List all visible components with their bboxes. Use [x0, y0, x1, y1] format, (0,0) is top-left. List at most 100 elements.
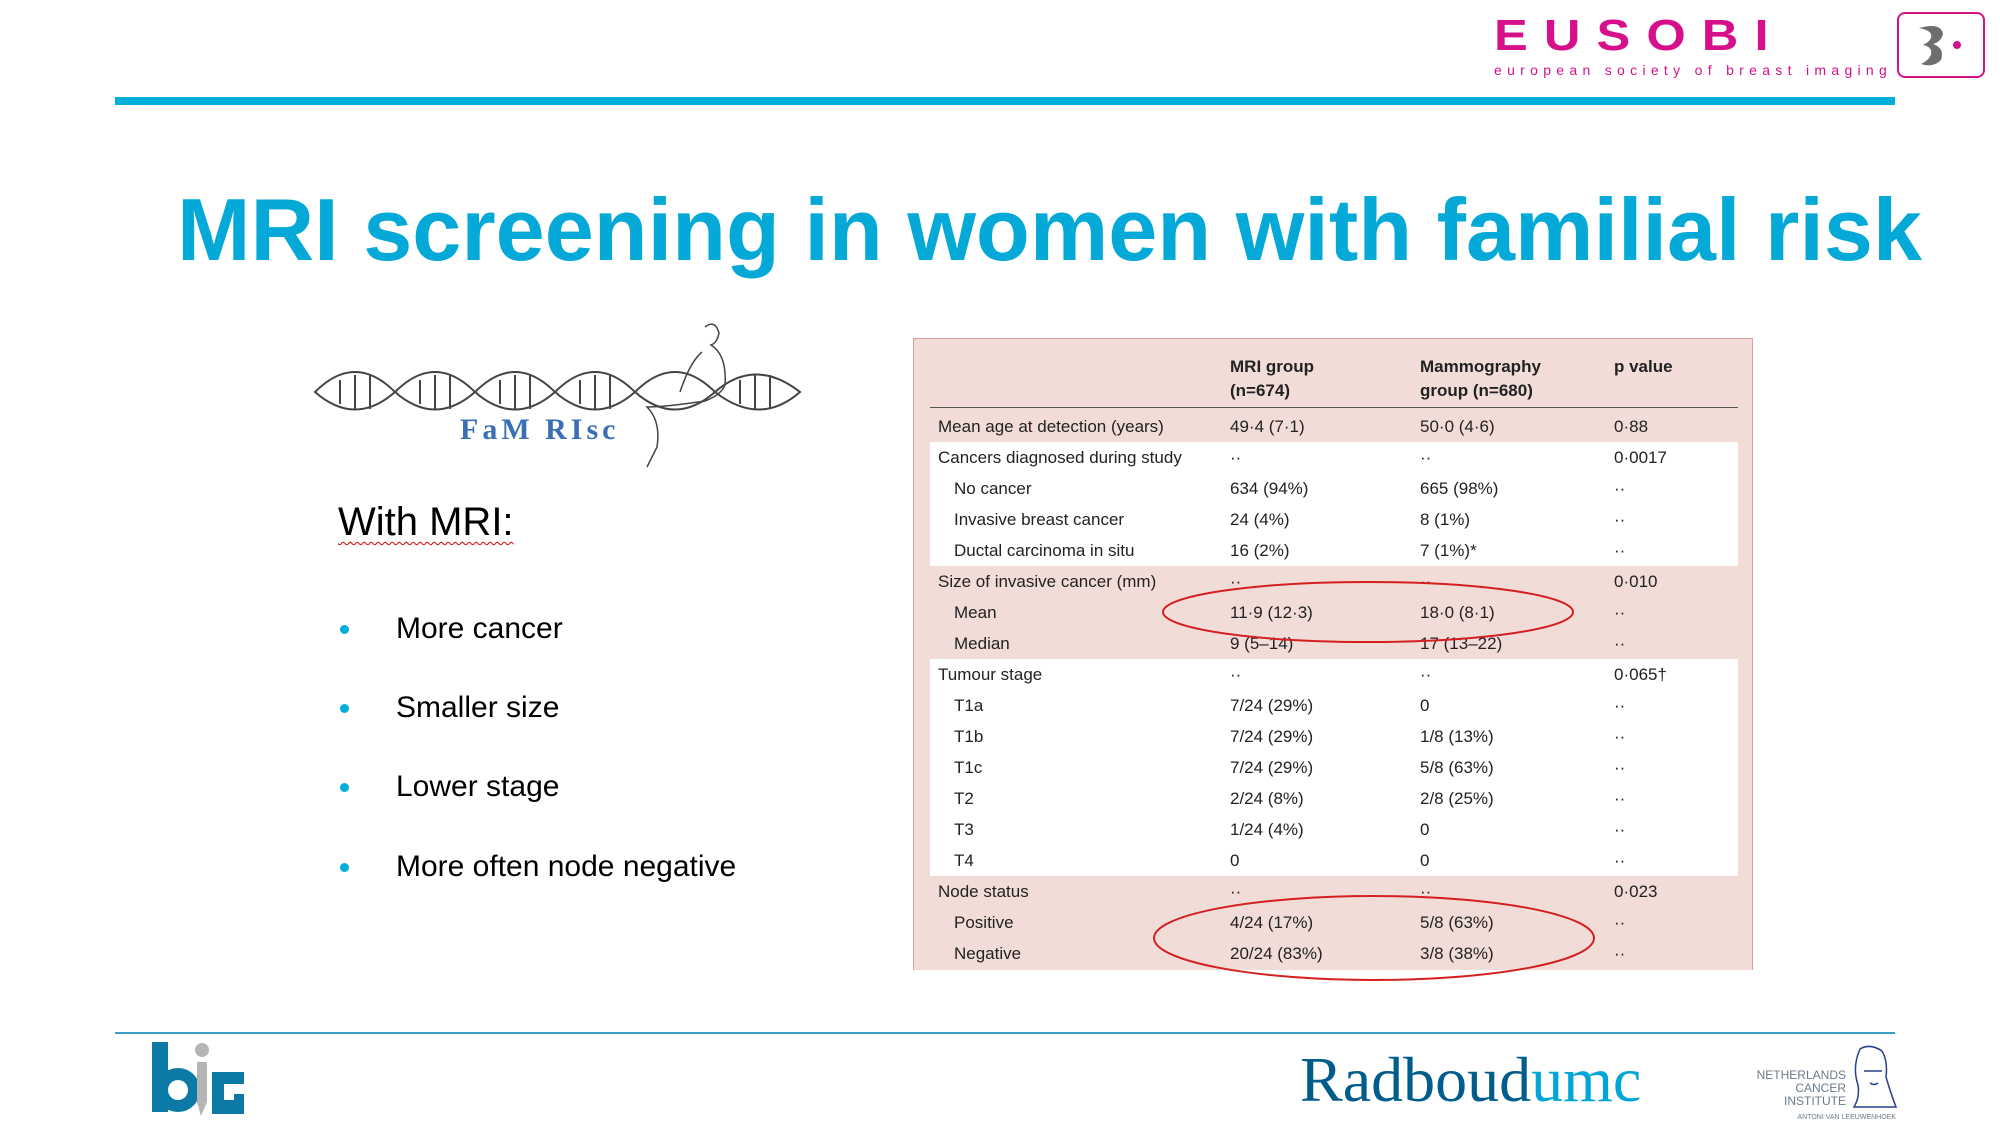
eusobi-logo: EUSOBI european society of breast imagin…: [1494, 14, 1887, 80]
cell-mri: ··: [1230, 665, 1242, 684]
bullet-item: Lower stage: [338, 767, 559, 807]
cell-mammography: ··: [1420, 665, 1432, 684]
table-row: Invasive breast cancer 24 (4%) 8 (1%) ··: [930, 504, 1738, 535]
row-label: Median: [954, 634, 1010, 653]
nki-logo: NETHERLANDS CANCER INSTITUTE ANTONI VAN …: [1748, 1045, 1898, 1123]
famrisc-logo: FaM RIsc: [310, 312, 840, 472]
row-label: T2: [954, 789, 974, 808]
results-table: MRI group (n=674) Mammography group (n=680…: [913, 338, 1753, 970]
table-row: T2 2/24 (8%) 2/8 (25%) ··: [930, 783, 1738, 814]
cell-p-value: ··: [1614, 944, 1626, 963]
radboud-text: Radboud: [1300, 1044, 1532, 1115]
cell-mri: 0: [1230, 851, 1240, 870]
header-divider: [115, 97, 1895, 105]
nki-subtitle: ANTONI VAN LEEUWENHOEK: [1797, 1114, 1896, 1121]
row-label: Mean age at detection (years): [938, 417, 1164, 436]
cell-p-value: ··: [1614, 820, 1626, 839]
cell-mri: 634 (94%): [1230, 479, 1309, 498]
row-label: Positive: [954, 913, 1014, 932]
nki-line: CANCER: [1795, 1081, 1846, 1095]
cell-mammography: 665 (98%): [1420, 479, 1499, 498]
cell-p-value: 0·065†: [1614, 665, 1667, 684]
cell-mri: 20/24 (83%): [1230, 944, 1323, 963]
table-row: T1a 7/24 (29%) 0 ··: [930, 690, 1738, 721]
cell-mammography: 0: [1420, 696, 1430, 715]
row-label: Tumour stage: [938, 665, 1043, 684]
table-row: Median 9 (5–14) 17 (13–22) ··: [930, 628, 1738, 659]
cell-mammography: 8 (1%): [1420, 510, 1471, 529]
cell-p-value: ··: [1614, 913, 1626, 932]
header-mammography: Mammography group (n=680): [1420, 357, 1541, 400]
cell-mammography: 0: [1420, 820, 1430, 839]
cell-mammography: 5/8 (63%): [1420, 913, 1494, 932]
table-header: MRI group (n=674) Mammography group (n=680…: [930, 355, 1738, 408]
cell-p-value: ··: [1614, 851, 1626, 870]
cell-p-value: ··: [1614, 696, 1626, 715]
row-label: No cancer: [954, 479, 1032, 498]
cell-p-value: ··: [1614, 541, 1626, 560]
list-heading: With MRI:: [338, 500, 514, 545]
table-row: T4 0 0 ··: [930, 845, 1738, 876]
radboudumc-logo: Radboudumc: [1300, 1040, 1641, 1120]
table-row: Ductal carcinoma in situ 16 (2%) 7 (1%)* ··: [930, 535, 1738, 566]
bullet-text: Lower stage: [396, 770, 560, 803]
cell-p-value: ··: [1614, 479, 1626, 498]
row-label: Ductal carcinoma in situ: [954, 541, 1135, 560]
cell-mri: ··: [1230, 572, 1242, 591]
cell-mammography: 17 (13–22): [1420, 634, 1503, 653]
row-label: T3: [954, 820, 974, 839]
page-title: MRI screening in women with familial ris…: [177, 180, 1922, 279]
table-row: Mean 11·9 (12·3) 18·0 (8·1) ··: [930, 597, 1738, 628]
header-mri: MRI group (n=674): [1230, 357, 1315, 400]
cell-p-value: ··: [1614, 789, 1626, 808]
table-row: T3 1/24 (4%) 0 ··: [930, 814, 1738, 845]
header-p-value: p value: [1614, 357, 1673, 376]
table-row: Cancers diagnosed during study ·· ·· 0·0017: [930, 442, 1738, 473]
table-row: Mean age at detection (years) 49·4 (7·1) 5…: [930, 411, 1738, 442]
cell-mri: 7/24 (29%): [1230, 696, 1314, 715]
cell-p-value: ··: [1614, 758, 1626, 777]
nki-line: NETHERLANDS: [1756, 1068, 1846, 1082]
cell-mri: 2/24 (8%): [1230, 789, 1304, 808]
cell-p-value: 0·023: [1614, 882, 1658, 901]
cell-mammography: ··: [1420, 572, 1432, 591]
cell-mri: 7/24 (29%): [1230, 727, 1314, 746]
eusobi-emblem-icon: [1897, 12, 1985, 78]
footer-divider: [115, 1032, 1895, 1034]
cell-mammography: 5/8 (63%): [1420, 758, 1494, 777]
bullet-text: Smaller size: [396, 691, 560, 724]
bullet-item: Smaller size: [338, 688, 559, 728]
bullet-item: More cancer: [338, 609, 563, 649]
cell-p-value: ··: [1614, 727, 1626, 746]
table-row: No cancer 634 (94%) 665 (98%) ··: [930, 473, 1738, 504]
cell-mammography: ··: [1420, 882, 1432, 901]
bullet-icon: [340, 703, 349, 713]
nki-line: INSTITUTE: [1784, 1094, 1846, 1108]
cell-mammography: 18·0 (8·1): [1420, 603, 1495, 622]
list-heading-text: With MRI:: [338, 500, 514, 544]
row-label: T1c: [954, 758, 983, 777]
cell-mammography: 50·0 (4·6): [1420, 417, 1495, 436]
bullet-icon: [340, 862, 349, 872]
eusobi-logo-word: EUSOBI: [1494, 11, 1785, 60]
cell-mammography: 7 (1%)*: [1420, 541, 1477, 560]
table-row: Node status ·· ·· 0·023: [930, 876, 1738, 907]
row-label: T4: [954, 851, 974, 870]
table-row: T1b 7/24 (29%) 1/8 (13%) ··: [930, 721, 1738, 752]
cell-mammography: ··: [1420, 448, 1432, 467]
cell-p-value: ··: [1614, 634, 1626, 653]
bullet-item: More often node negative: [338, 847, 736, 887]
cell-mri: ··: [1230, 448, 1242, 467]
bullet-icon: [340, 782, 349, 792]
row-label: Invasive breast cancer: [954, 510, 1125, 529]
table-row: Positive 4/24 (17%) 5/8 (63%) ··: [930, 907, 1738, 938]
table-row: Negative 20/24 (83%) 3/8 (38%) ··: [930, 938, 1738, 969]
table-row: T1c 7/24 (29%) 5/8 (63%) ··: [930, 752, 1738, 783]
cell-mri: 16 (2%): [1230, 541, 1290, 560]
cell-mri: 49·4 (7·1): [1230, 417, 1305, 436]
row-label: Negative: [954, 944, 1022, 963]
cell-p-value: 0·0017: [1614, 448, 1667, 467]
big-logo: [150, 1040, 250, 1120]
bullet-icon: [340, 624, 349, 634]
cell-p-value: ··: [1614, 603, 1626, 622]
